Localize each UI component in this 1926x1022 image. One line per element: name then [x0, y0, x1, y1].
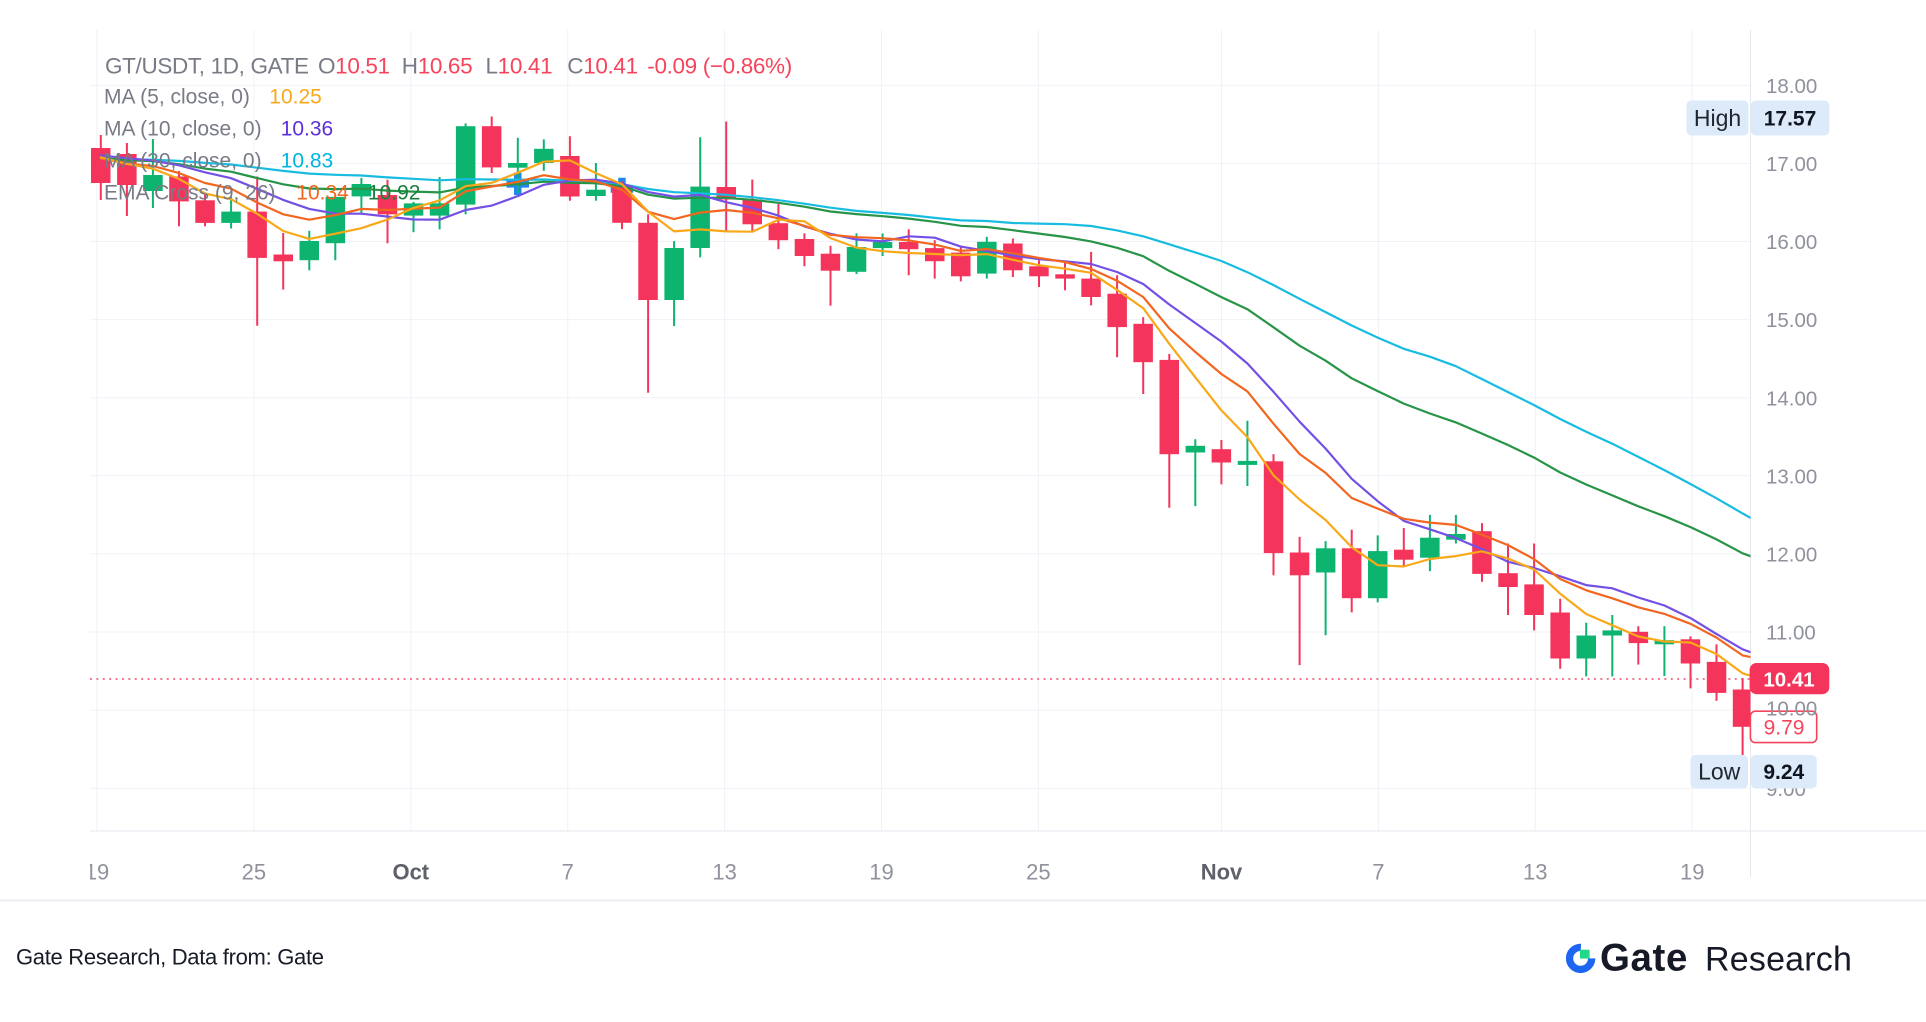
svg-text:MA (10, close, 0): MA (10, close, 0)	[104, 118, 262, 141]
svg-text:17.00: 17.00	[1766, 153, 1817, 176]
svg-text:C10.41: C10.41	[567, 54, 637, 79]
svg-text:15.00: 15.00	[1766, 309, 1817, 332]
svg-text:12.00: 12.00	[1766, 544, 1817, 567]
svg-text:L10.41: L10.41	[486, 54, 553, 79]
svg-text:10.92: 10.92	[368, 182, 421, 205]
svg-text:13: 13	[712, 860, 736, 885]
svg-text:10.25: 10.25	[269, 86, 322, 109]
svg-text:Gate: Gate	[1600, 937, 1688, 980]
svg-text:10.36: 10.36	[281, 118, 334, 141]
svg-text:Gate Research, Data from: Gate: Gate Research, Data from: Gate	[16, 945, 324, 970]
svg-text:MA (30, close, 0): MA (30, close, 0)	[104, 150, 262, 173]
svg-text:19: 19	[1680, 860, 1704, 885]
svg-text:MA (5, close, 0): MA (5, close, 0)	[104, 86, 250, 109]
svg-text:14.00: 14.00	[1766, 387, 1817, 410]
svg-text:Research: Research	[1705, 941, 1852, 979]
svg-text:Oct: Oct	[392, 860, 429, 885]
svg-text:H10.65: H10.65	[402, 54, 472, 79]
svg-text:17.57: 17.57	[1764, 108, 1817, 131]
svg-text:GT/USDT, 1D, GATE: GT/USDT, 1D, GATE	[105, 54, 309, 79]
svg-text:EMA Cross (9, 26): EMA Cross (9, 26)	[104, 182, 276, 205]
svg-text:13: 13	[1523, 860, 1547, 885]
svg-text:19: 19	[869, 860, 893, 885]
svg-text:18.00: 18.00	[1766, 75, 1817, 98]
svg-text:25: 25	[242, 860, 266, 885]
svg-text:10.34: 10.34	[296, 182, 349, 205]
svg-text:9.24: 9.24	[1763, 761, 1804, 784]
svg-text:Nov: Nov	[1201, 860, 1243, 885]
svg-text:11.00: 11.00	[1766, 622, 1816, 645]
svg-text:High: High	[1694, 105, 1741, 131]
svg-text:10.83: 10.83	[281, 150, 334, 173]
svg-text:O10.51: O10.51	[318, 54, 390, 79]
svg-text:7: 7	[562, 860, 574, 885]
svg-text:13.00: 13.00	[1766, 465, 1817, 488]
svg-text:-0.09 (−0.86%): -0.09 (−0.86%)	[647, 54, 792, 79]
svg-text:Low: Low	[1698, 759, 1741, 785]
svg-text:7: 7	[1372, 860, 1384, 885]
svg-text:10.00: 10.00	[1766, 698, 1817, 721]
svg-text:10.41: 10.41	[1763, 669, 1814, 692]
svg-text:25: 25	[1026, 860, 1050, 885]
svg-text:16.00: 16.00	[1766, 231, 1817, 254]
svg-text:9.79: 9.79	[1764, 717, 1805, 740]
